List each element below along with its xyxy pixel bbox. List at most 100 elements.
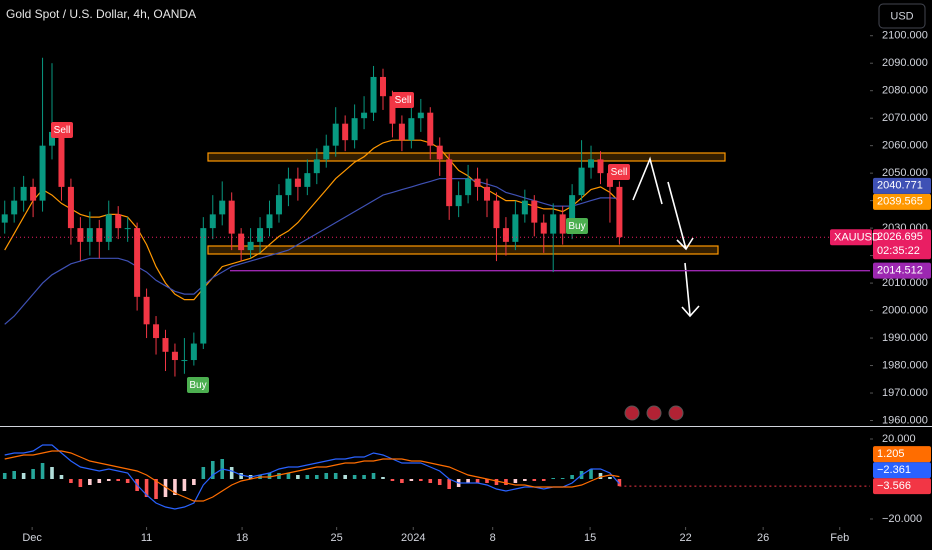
x-tick-label: 2024: [401, 532, 425, 544]
candle-body: [294, 178, 301, 187]
symbol-tag-label: XAUUSD: [834, 232, 880, 244]
candle-body: [361, 112, 368, 119]
candle-body: [257, 228, 264, 242]
candle-body: [275, 195, 282, 215]
y-tick-label: 2000.000: [882, 304, 928, 316]
histogram-bar: [608, 477, 612, 479]
candle-body: [238, 233, 245, 251]
event-icon[interactable]: [646, 405, 662, 421]
candle-body: [606, 173, 613, 187]
price-tag-label: 2014.512: [877, 265, 923, 277]
y-tick-label: 1980.000: [882, 359, 928, 371]
signal-badge: [51, 122, 73, 138]
histogram-bar: [286, 473, 291, 479]
histogram-bar: [541, 479, 546, 481]
y-tick-label: 1990.000: [882, 332, 928, 344]
histogram-bar: [475, 479, 480, 483]
candle-body: [58, 131, 65, 187]
button-frame[interactable]: [878, 3, 926, 29]
candle-body: [512, 214, 519, 242]
y-tick-label: 1960.000: [882, 414, 928, 426]
candle-body: [67, 186, 74, 229]
histogram-bar: [182, 479, 187, 491]
x-tick-label: 8: [490, 532, 496, 544]
candle-body: [455, 195, 462, 207]
candle-body: [323, 145, 330, 160]
histogram-bar: [324, 473, 329, 479]
event-icon[interactable]: [668, 405, 684, 421]
candle-body: [181, 360, 188, 362]
histogram-bar: [589, 469, 593, 479]
candle-body: [578, 167, 585, 196]
y-tick-label: 2060.000: [882, 140, 928, 152]
candle-body: [351, 118, 358, 141]
histogram-bar: [69, 479, 73, 483]
candle-body: [379, 76, 386, 97]
histogram-bar: [144, 479, 149, 497]
histogram-bar: [617, 479, 622, 487]
histogram-bar: [371, 473, 376, 479]
candle-body: [11, 200, 18, 215]
histogram-bar: [21, 473, 26, 479]
histogram-bar: [551, 478, 556, 479]
histogram-bar: [78, 479, 83, 487]
histogram-bar: [428, 479, 433, 483]
signal-label: Sell: [54, 125, 71, 136]
support-zone: [207, 245, 719, 255]
histogram-bar: [400, 479, 404, 483]
macd-line: [4, 444, 620, 510]
candle-body: [550, 214, 557, 234]
histogram-bar: [560, 478, 565, 479]
chart-title: Gold Spot / U.S. Dollar, 4h, OANDA: [6, 7, 196, 21]
price-tag: [873, 478, 931, 495]
candle-body: [285, 178, 292, 196]
histogram-bar: [125, 479, 130, 483]
candle-body: [228, 200, 235, 234]
candle-body: [588, 159, 595, 168]
price-tag-label: 1.205: [877, 448, 905, 460]
signal-badge: [608, 164, 630, 180]
candle-body: [153, 324, 160, 339]
price-tag-label: −2.361: [877, 464, 911, 476]
y-tick-label: 2070.000: [882, 112, 928, 124]
x-tick-label: 15: [584, 532, 596, 544]
event-icon[interactable]: [624, 405, 640, 421]
moving-average: [4, 178, 620, 325]
histogram-bar: [390, 479, 395, 481]
candle-body: [427, 112, 434, 146]
histogram-bar: [598, 473, 603, 479]
candle-body: [484, 186, 491, 201]
histogram-bar: [485, 479, 489, 483]
histogram-bar: [267, 473, 272, 479]
histogram-bar: [88, 479, 92, 485]
event-icons[interactable]: [624, 405, 684, 421]
arrow-head: [681, 305, 700, 318]
x-tick-label: 18: [236, 532, 248, 544]
candle-body: [171, 351, 178, 361]
currency-button[interactable]: USD: [878, 3, 926, 29]
candle-body: [39, 145, 46, 201]
histogram-bar: [154, 479, 158, 499]
histogram-bar: [40, 463, 45, 479]
histogram-bar: [532, 479, 537, 481]
candle-body: [1, 214, 8, 223]
button-label[interactable]: USD: [890, 10, 913, 22]
histogram-bar: [305, 475, 310, 479]
candle-body: [465, 178, 472, 196]
price-tag-label: 2039.565: [877, 196, 923, 208]
candle-body: [502, 228, 509, 242]
resistance-zone: [207, 152, 726, 162]
candle-body: [30, 186, 37, 201]
candle-body: [389, 96, 396, 124]
histogram-bar: [466, 479, 470, 483]
candle-body: [247, 241, 254, 251]
histogram-bar: [163, 479, 168, 497]
histogram-bar: [229, 467, 234, 479]
candle-body: [569, 195, 576, 234]
y-tick-label: 2010.000: [882, 277, 928, 289]
price-tag: [873, 177, 931, 194]
price-tag: [873, 229, 931, 260]
histogram-bar: [570, 475, 574, 479]
x-tick-label: Feb: [830, 532, 849, 544]
